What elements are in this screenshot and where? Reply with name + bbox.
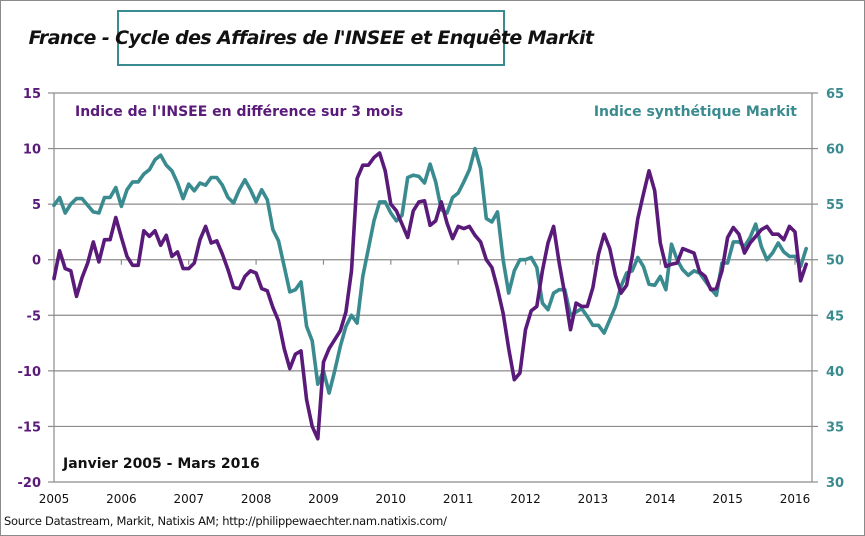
right-tick-label: 45 bbox=[826, 309, 844, 324]
left-tick-label: 10 bbox=[23, 143, 41, 158]
x-tick-label: 2013 bbox=[578, 492, 609, 506]
x-tick-label: 2015 bbox=[712, 492, 743, 506]
x-tick-label: 2012 bbox=[510, 492, 541, 506]
left-tick-label: -10 bbox=[18, 365, 42, 380]
chart-title-box: France - Cycle des Affaires de l'INSEE e… bbox=[29, 10, 594, 66]
right-tick-label: 60 bbox=[826, 143, 844, 158]
right-tick-label: 50 bbox=[826, 254, 844, 269]
x-tick-label: 2016 bbox=[780, 492, 811, 506]
left-tick-label: -15 bbox=[18, 420, 42, 435]
gridlines bbox=[54, 92, 812, 483]
right-tick-label: 40 bbox=[826, 365, 844, 380]
right-tick-label: 35 bbox=[826, 420, 844, 435]
x-tick-label: 2009 bbox=[308, 492, 339, 506]
x-tick-label: 2008 bbox=[241, 492, 272, 506]
source-note: Source Datastream, Markit, Natixis AM; h… bbox=[4, 514, 447, 528]
left-tick-label: 0 bbox=[32, 254, 41, 269]
x-tick-label: 2005 bbox=[39, 492, 70, 506]
x-tick-label: 2014 bbox=[645, 492, 676, 506]
left-tick-label: 15 bbox=[23, 87, 41, 102]
x-tick-label: 2007 bbox=[173, 492, 204, 506]
right-tick-label: 30 bbox=[826, 476, 844, 491]
chart-title: France - Cycle des Affaires de l'INSEE e… bbox=[28, 27, 594, 49]
series-line-markit bbox=[52, 146, 809, 395]
period-label: Janvier 2005 - Mars 2016 bbox=[62, 456, 260, 472]
x-tick-label: 2011 bbox=[443, 492, 474, 506]
right-tick-label: 65 bbox=[826, 87, 844, 102]
series-lines bbox=[52, 146, 809, 441]
right-tick-label: 55 bbox=[826, 198, 844, 213]
legend-markit: Indice synthétique Markit bbox=[594, 104, 797, 120]
left-tick-label: -20 bbox=[18, 476, 42, 491]
legend-insee: Indice de l'INSEE en différence sur 3 mo… bbox=[75, 104, 403, 120]
series-line-insee bbox=[52, 151, 809, 441]
left-tick-label: 5 bbox=[32, 198, 41, 213]
x-tick-label: 2010 bbox=[376, 492, 407, 506]
x-tick-label: 2006 bbox=[106, 492, 137, 506]
left-tick-label: -5 bbox=[27, 309, 41, 324]
